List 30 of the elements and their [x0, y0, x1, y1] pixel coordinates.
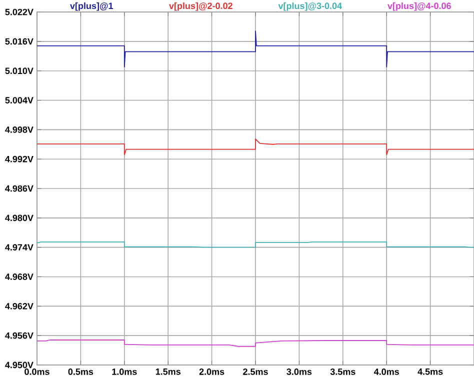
x-tick-label: 3.5ms — [330, 368, 356, 375]
line-series — [37, 138, 474, 156]
x-tick-label: 2.5ms — [243, 368, 268, 375]
x-tick-label: 0.5ms — [68, 368, 94, 375]
line-series — [37, 340, 474, 347]
y-tick-label: 5.022V — [5, 8, 34, 16]
text: v[plus]@4-0.06 — [388, 2, 451, 11]
x-tick-label: 1.5ms — [156, 368, 180, 375]
line-series — [37, 30, 474, 68]
x-tick-label: 2.0ms — [199, 368, 224, 375]
x-tick-label: 4.0ms — [374, 368, 399, 375]
text: v[plus]@1 — [70, 2, 114, 11]
y-tick-label: 4.950V — [5, 362, 34, 368]
y-tick-label: 4.992V — [5, 156, 34, 162]
y-tick-label: 4.998V — [5, 126, 34, 133]
y-tick-label: 4.980V — [5, 214, 34, 222]
y-tick-label: 4.956V — [5, 332, 34, 339]
y-tick-label: 4.968V — [5, 274, 34, 280]
y-tick-label: 5.016V — [5, 38, 34, 45]
text: v[plus]@2-0.02 — [169, 2, 232, 11]
y-tick-label: 4.986V — [5, 185, 34, 192]
x-tick-label: 3.0ms — [286, 368, 312, 375]
y-tick-label: 4.962V — [5, 302, 34, 310]
y-tick-label: 4.974V — [5, 244, 34, 251]
x-tick-label: 4.5ms — [418, 368, 443, 375]
text: v[plus]@3-0.04 — [278, 2, 342, 11]
x-tick-label: 0.0ms — [24, 368, 50, 375]
y-tick-label: 5.004V — [5, 97, 34, 104]
y-tick-label: 5.010V — [5, 68, 34, 74]
x-tick-label: 1.0ms — [112, 368, 137, 375]
